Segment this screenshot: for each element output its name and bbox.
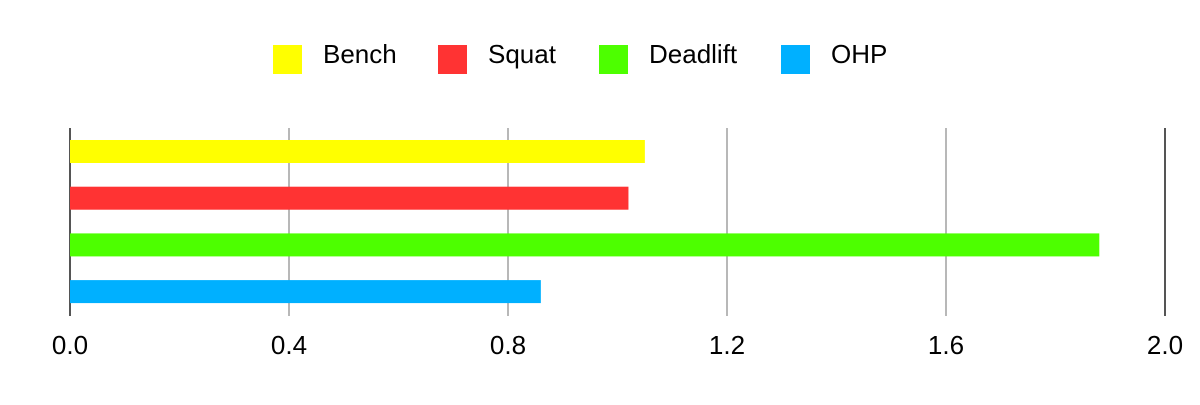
x-tick-label-0-0: 0.0 — [52, 330, 88, 360]
legend-label-squat: Squat — [488, 39, 557, 69]
legend-label-deadlift: Deadlift — [649, 39, 738, 69]
legend-item-bench: Bench — [273, 39, 397, 74]
legend-label-bench: Bench — [323, 39, 397, 69]
bar-bench — [70, 140, 645, 163]
x-tick-label-2-0: 2.0 — [1147, 330, 1183, 360]
bar-ohp — [70, 280, 541, 304]
legend-label-ohp: OHP — [831, 39, 887, 69]
legend: Bench Squat Deadlift OHP — [273, 39, 887, 74]
legend-item-ohp: OHP — [781, 39, 887, 74]
x-tick-label-1-6: 1.6 — [928, 330, 964, 360]
x-tick-label-0-8: 0.8 — [490, 330, 526, 360]
legend-swatch-bench — [273, 45, 302, 74]
bar-deadlift — [70, 233, 1100, 257]
bar-squat — [70, 186, 629, 210]
legend-item-squat: Squat — [438, 39, 557, 74]
bars — [70, 140, 1100, 304]
x-axis-ticks: 0.0 0.4 0.8 1.2 1.6 2.0 — [52, 330, 1183, 360]
legend-item-deadlift: Deadlift — [599, 39, 738, 74]
legend-swatch-squat — [438, 45, 467, 74]
legend-swatch-deadlift — [599, 45, 628, 74]
x-tick-label-0-4: 0.4 — [271, 330, 307, 360]
x-tick-label-1-2: 1.2 — [709, 330, 745, 360]
legend-swatch-ohp — [781, 45, 810, 74]
